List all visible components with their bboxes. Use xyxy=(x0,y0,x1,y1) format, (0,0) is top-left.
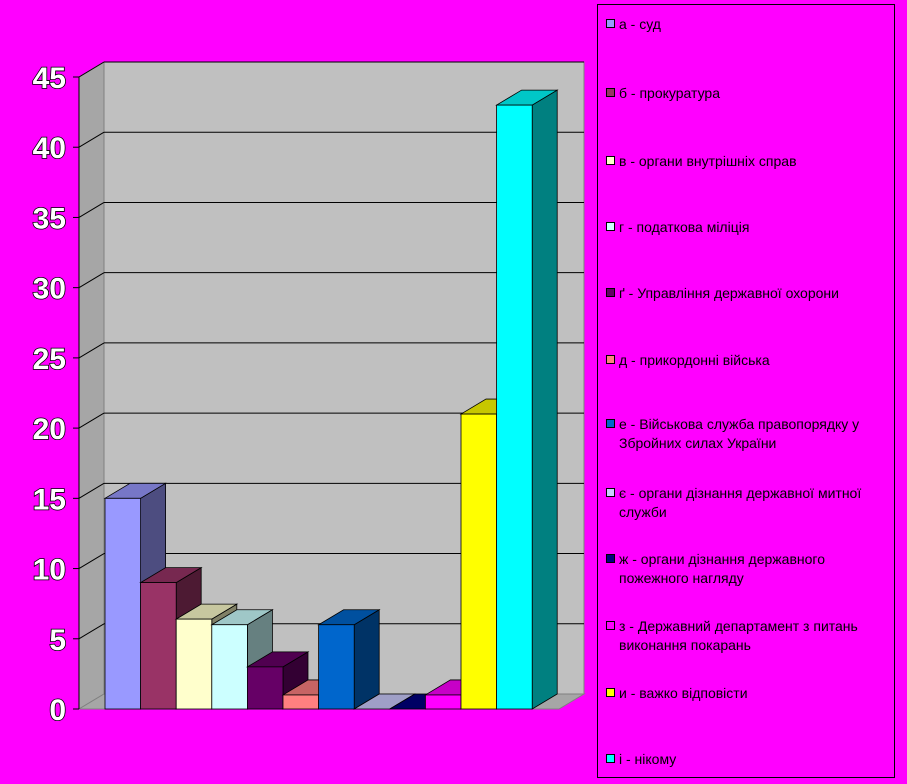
legend-swatch xyxy=(606,156,615,165)
legend-label: і - нікому xyxy=(619,751,677,767)
legend-label: б - прокуратура xyxy=(619,85,720,101)
legend-item: д - прикордонні війська xyxy=(606,351,890,370)
bar xyxy=(460,413,497,710)
bar xyxy=(318,624,355,710)
legend-label: ґ - Управління державної охорони xyxy=(619,285,839,301)
gridline-side xyxy=(78,482,105,499)
legend-item: ж - органи дізнання державного пожежного… xyxy=(606,550,890,588)
gridline-side xyxy=(78,342,105,359)
y-tick-label: 20 xyxy=(33,413,66,446)
bar xyxy=(140,582,177,710)
legend-swatch xyxy=(606,19,615,28)
gridline-side xyxy=(78,623,105,640)
y-tick-label: 45 xyxy=(33,62,66,95)
legend-label: а - суд xyxy=(619,16,661,32)
legend-item: ґ - Управління державної охорони xyxy=(606,284,890,303)
side-wall xyxy=(78,61,105,710)
gridline-side xyxy=(78,272,105,289)
y-tick-label: 0 xyxy=(49,694,66,727)
y-tick-label: 30 xyxy=(33,273,66,306)
y-tick-label: 40 xyxy=(33,132,66,165)
legend-label: є - органи дізнання державної митної слу… xyxy=(619,485,862,520)
bar xyxy=(175,618,213,710)
legend-swatch xyxy=(606,554,615,563)
legend: а - суд б - прокуратура в - органи внутріш… xyxy=(597,4,895,778)
bar-side xyxy=(531,89,558,710)
legend-swatch xyxy=(606,754,615,763)
legend-swatch xyxy=(606,88,615,97)
legend-item: є - органи дізнання державної митної слу… xyxy=(606,484,890,522)
legend-label: г - податкова міліція xyxy=(619,219,750,235)
legend-swatch xyxy=(606,288,615,297)
bar xyxy=(496,104,533,710)
bar xyxy=(211,624,248,710)
legend-swatch xyxy=(606,488,615,497)
gridline-side xyxy=(78,412,105,429)
bar xyxy=(282,694,319,710)
legend-label: д - прикордонні війська xyxy=(619,352,770,368)
bar xyxy=(246,666,284,710)
y-tick-label: 15 xyxy=(33,483,66,516)
y-tick-label: 10 xyxy=(33,554,66,587)
bar xyxy=(424,694,462,710)
legend-item: и - важко відповісти xyxy=(606,684,890,703)
legend-item: б - прокуратура xyxy=(606,84,890,103)
y-tick-label: 35 xyxy=(33,202,66,235)
legend-item: в - органи внутрішніх справ xyxy=(606,152,890,171)
legend-label: з - Державний департамент з питань викон… xyxy=(619,618,858,653)
y-tick-label: 25 xyxy=(33,343,66,376)
legend-label: ж - органи дізнання державного пожежного… xyxy=(619,551,825,586)
y-tick-label: 5 xyxy=(49,624,66,657)
gridline-side xyxy=(78,131,105,148)
legend-item: а - суд xyxy=(606,15,890,34)
bar xyxy=(104,497,141,710)
legend-item: з - Державний департамент з питань викон… xyxy=(606,617,890,655)
gridline-side xyxy=(78,61,105,78)
legend-label: в - органи внутрішніх справ xyxy=(619,153,797,169)
legend-label: и - важко відповісти xyxy=(619,685,748,701)
legend-swatch xyxy=(606,621,615,630)
legend-swatch xyxy=(606,355,615,364)
legend-item: і - нікому xyxy=(606,750,890,769)
legend-item: г - податкова міліція xyxy=(606,218,890,237)
gridline-side xyxy=(78,553,105,569)
gridline-side xyxy=(78,202,105,218)
legend-label: е - Військова служба правопорядку у Збро… xyxy=(619,416,860,451)
legend-swatch xyxy=(606,688,615,697)
legend-swatch xyxy=(606,419,615,428)
bar-side xyxy=(353,609,380,710)
legend-item: е - Військова служба правопорядку у Збро… xyxy=(606,415,890,453)
legend-swatch xyxy=(606,222,615,231)
